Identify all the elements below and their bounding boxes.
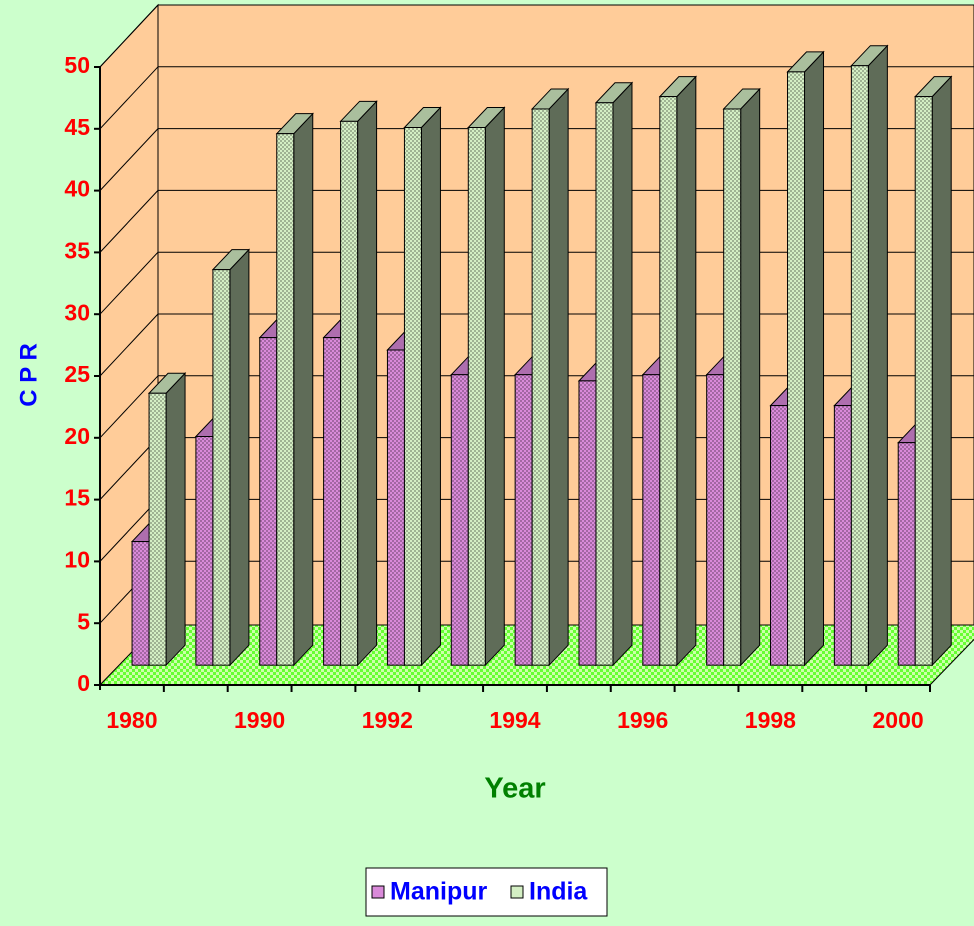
x-tick-label: 1996 (617, 707, 668, 733)
bar-texture (595, 102, 613, 666)
y-tick-label: 15 (64, 485, 90, 511)
bar (147, 371, 187, 667)
bar-texture (404, 127, 422, 666)
bar-texture (898, 442, 916, 666)
legend-label: Manipur (390, 878, 487, 906)
grid-line (99, 66, 159, 130)
grid-line (99, 4, 159, 68)
legend-label: India (529, 878, 588, 906)
y-axis-label: C P R (15, 343, 42, 407)
x-tick-label: 1994 (489, 707, 540, 733)
bar (339, 100, 378, 667)
legend-swatch (371, 885, 385, 899)
bar-side (484, 106, 505, 667)
bar-texture (578, 380, 596, 666)
x-tick-label: 1990 (234, 707, 285, 733)
bar-texture (323, 337, 341, 666)
bar-side (165, 371, 186, 667)
bar-side (931, 75, 952, 667)
y-tick-label: 5 (77, 608, 90, 634)
bar (275, 112, 314, 667)
legend-swatch (510, 885, 524, 899)
bar-side (293, 112, 314, 667)
bar-texture (915, 96, 933, 666)
bar-side (676, 75, 697, 667)
x-tick-label: 2000 (872, 707, 923, 733)
bars (130, 44, 953, 667)
bar-side (420, 106, 441, 667)
bar-texture (212, 269, 230, 666)
bar-texture (468, 127, 486, 666)
legend: Manipur India (365, 867, 608, 917)
bar-side (804, 50, 825, 667)
x-tick-label: 1998 (745, 707, 796, 733)
bar-texture (149, 393, 167, 666)
grid-line (99, 313, 159, 377)
y-tick-label: 40 (64, 176, 90, 202)
bar-texture (642, 374, 660, 666)
bar-texture (132, 541, 150, 666)
bar-texture (451, 374, 469, 666)
grid-line (99, 251, 159, 315)
bar (467, 106, 506, 667)
bar-texture (532, 108, 550, 666)
grid-line (99, 128, 159, 191)
y-tick-label: 20 (64, 423, 90, 449)
x-axis-label: Year (484, 773, 545, 805)
bar-side (548, 87, 569, 667)
grid-line (99, 375, 159, 439)
bar-texture (195, 436, 213, 666)
grid-line (99, 499, 159, 562)
x-tick-label: 1992 (362, 707, 413, 733)
bar-side (612, 81, 633, 667)
bar-texture (387, 349, 405, 666)
bar-texture (787, 71, 805, 666)
bar-texture (276, 133, 294, 666)
legend-box (365, 867, 608, 917)
bar (530, 87, 570, 667)
bar-side (229, 248, 250, 667)
bar-texture (706, 374, 724, 666)
bar (403, 106, 442, 667)
bar (914, 75, 953, 667)
y-tick-label: 25 (64, 361, 90, 387)
y-tick-label: 10 (64, 546, 90, 572)
y-tick-label: 45 (64, 114, 90, 140)
bar-texture (851, 65, 869, 666)
bar (786, 50, 825, 667)
x-tick-label: 1980 (106, 707, 157, 733)
bar-side (867, 44, 888, 667)
bar (658, 75, 697, 667)
bar (850, 44, 889, 667)
grid-line (99, 190, 159, 253)
bar-texture (659, 96, 677, 666)
bar-side (357, 100, 378, 667)
bar-side (740, 87, 761, 667)
bar-texture (515, 374, 533, 666)
y-tick-label: 30 (64, 299, 90, 325)
grid-line (99, 437, 159, 500)
y-tick-label: 35 (64, 237, 90, 263)
bar-texture (723, 108, 741, 666)
bar-texture (834, 405, 852, 666)
bar-texture (340, 121, 358, 666)
bar (211, 248, 251, 667)
bar (722, 87, 761, 667)
bar-texture (770, 405, 788, 666)
bar (594, 81, 634, 667)
y-tick-label: 50 (64, 52, 90, 78)
bar-texture (259, 337, 277, 666)
y-tick-label: 0 (77, 670, 90, 696)
